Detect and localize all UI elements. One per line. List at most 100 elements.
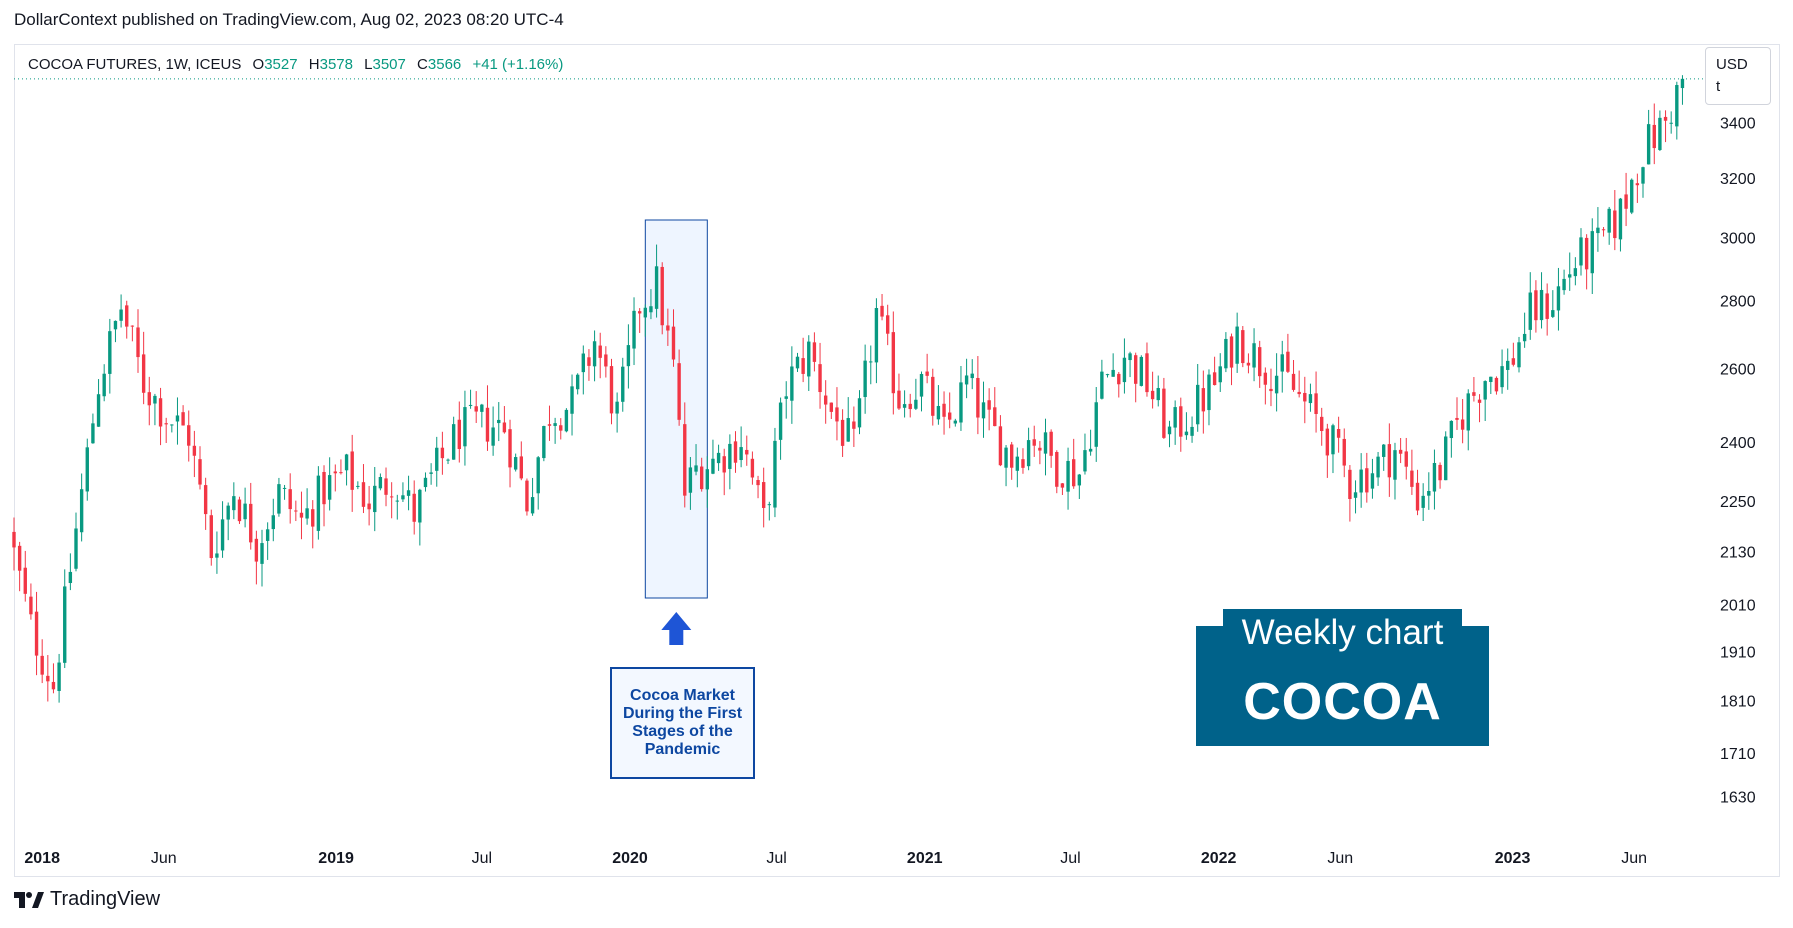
tradingview-brand: TradingView xyxy=(50,888,161,910)
candle-body xyxy=(761,482,766,508)
candle-body xyxy=(1122,357,1127,383)
candle-body xyxy=(683,424,687,496)
candle-body xyxy=(164,423,168,425)
low-value: 3507 xyxy=(372,56,406,73)
candle-body xyxy=(1201,388,1206,412)
candle-body xyxy=(12,531,16,548)
candle-body xyxy=(694,465,698,472)
candle-body xyxy=(1477,399,1482,403)
candle-body xyxy=(643,307,647,318)
candle-body xyxy=(232,496,236,511)
candle-body xyxy=(1032,439,1036,446)
y-tick-label: 2600 xyxy=(1720,362,1756,379)
x-tick-label: Jun xyxy=(151,850,177,867)
y-tick-label: 1710 xyxy=(1720,746,1756,763)
candle-body xyxy=(1669,122,1673,124)
candle-body xyxy=(852,421,856,429)
candle-body xyxy=(1252,343,1256,368)
y-tick-label: 3200 xyxy=(1720,171,1756,188)
candle-body xyxy=(1196,384,1200,425)
candle-body xyxy=(598,345,602,358)
candle-body xyxy=(356,485,360,487)
candle-body xyxy=(1162,388,1166,438)
x-tick-label: 2020 xyxy=(612,850,648,867)
candle-body xyxy=(446,459,450,461)
candle-body xyxy=(136,327,140,358)
candle-body xyxy=(1568,274,1572,278)
candle-body xyxy=(739,447,743,461)
close-value: 3566 xyxy=(427,56,462,73)
candle-body xyxy=(1584,237,1589,270)
tradingview-footer[interactable]: TradingView xyxy=(14,888,160,911)
badge-subtitle: COCOA xyxy=(1243,673,1442,731)
candle-body xyxy=(778,402,783,440)
candle-body xyxy=(711,458,715,474)
candle-body xyxy=(463,407,467,447)
candle-body xyxy=(1455,417,1459,420)
candle-body xyxy=(322,471,326,505)
candle-body xyxy=(1506,360,1510,370)
candle-body xyxy=(936,405,941,420)
candle-body xyxy=(1026,440,1031,467)
candle-body xyxy=(1060,483,1065,488)
candle-body xyxy=(784,396,788,399)
candle-body xyxy=(412,493,416,522)
candle-body xyxy=(885,315,890,334)
x-tick-label: 2021 xyxy=(907,850,943,867)
candle-body xyxy=(835,407,839,422)
candle-body xyxy=(637,311,642,314)
candle-body xyxy=(1263,372,1268,385)
candle-body xyxy=(519,456,523,479)
candle-body xyxy=(908,403,912,410)
candle-body xyxy=(480,404,484,412)
chart-frame[interactable] xyxy=(14,44,1780,877)
candle-body xyxy=(716,452,721,464)
candle-body xyxy=(209,515,213,559)
candle-body xyxy=(401,495,405,500)
candle-body xyxy=(108,331,112,374)
candle-body xyxy=(1528,292,1532,330)
candle-body xyxy=(1117,373,1121,385)
candle-body xyxy=(1348,469,1352,499)
candle-body xyxy=(1009,444,1014,468)
candle-body xyxy=(1573,268,1578,277)
candle-body xyxy=(1393,450,1397,480)
candle-body xyxy=(1539,289,1544,321)
candle-body xyxy=(1320,416,1324,432)
candles-group xyxy=(12,75,1685,703)
candle-body xyxy=(333,471,337,474)
symbol-label[interactable]: COCOA FUTURES, 1W, ICEUS xyxy=(28,56,242,73)
candle-body xyxy=(547,424,552,426)
candle-body xyxy=(773,440,777,508)
currency-unit-button[interactable]: USD t xyxy=(1705,47,1771,105)
candle-body xyxy=(1444,436,1448,481)
candle-body xyxy=(130,325,135,327)
candle-body xyxy=(1190,426,1194,436)
candle-body xyxy=(750,458,755,478)
candle-body xyxy=(1562,278,1566,291)
candle-body xyxy=(931,376,935,416)
candle-body xyxy=(869,361,873,363)
x-tick-label: 2023 xyxy=(1495,850,1531,867)
candle-body xyxy=(91,423,95,444)
candle-body xyxy=(846,418,850,442)
x-tick-label: 2022 xyxy=(1201,850,1237,867)
up-arrow-icon xyxy=(661,612,692,645)
candle-body xyxy=(1021,459,1025,468)
candle-body xyxy=(1359,469,1363,493)
candle-body xyxy=(581,353,585,373)
candle-body xyxy=(1342,438,1346,466)
candle-body xyxy=(745,449,749,455)
candle-body xyxy=(722,456,726,473)
candle-body xyxy=(626,345,631,367)
candle-body xyxy=(1055,451,1059,487)
candle-body xyxy=(699,466,704,490)
candle-body xyxy=(491,427,495,446)
candle-body xyxy=(1579,237,1583,266)
candle-body xyxy=(327,475,332,500)
candle-body xyxy=(249,503,253,543)
high-value: 3578 xyxy=(319,56,353,73)
candle-body xyxy=(660,266,664,326)
candle-body xyxy=(1376,456,1380,478)
